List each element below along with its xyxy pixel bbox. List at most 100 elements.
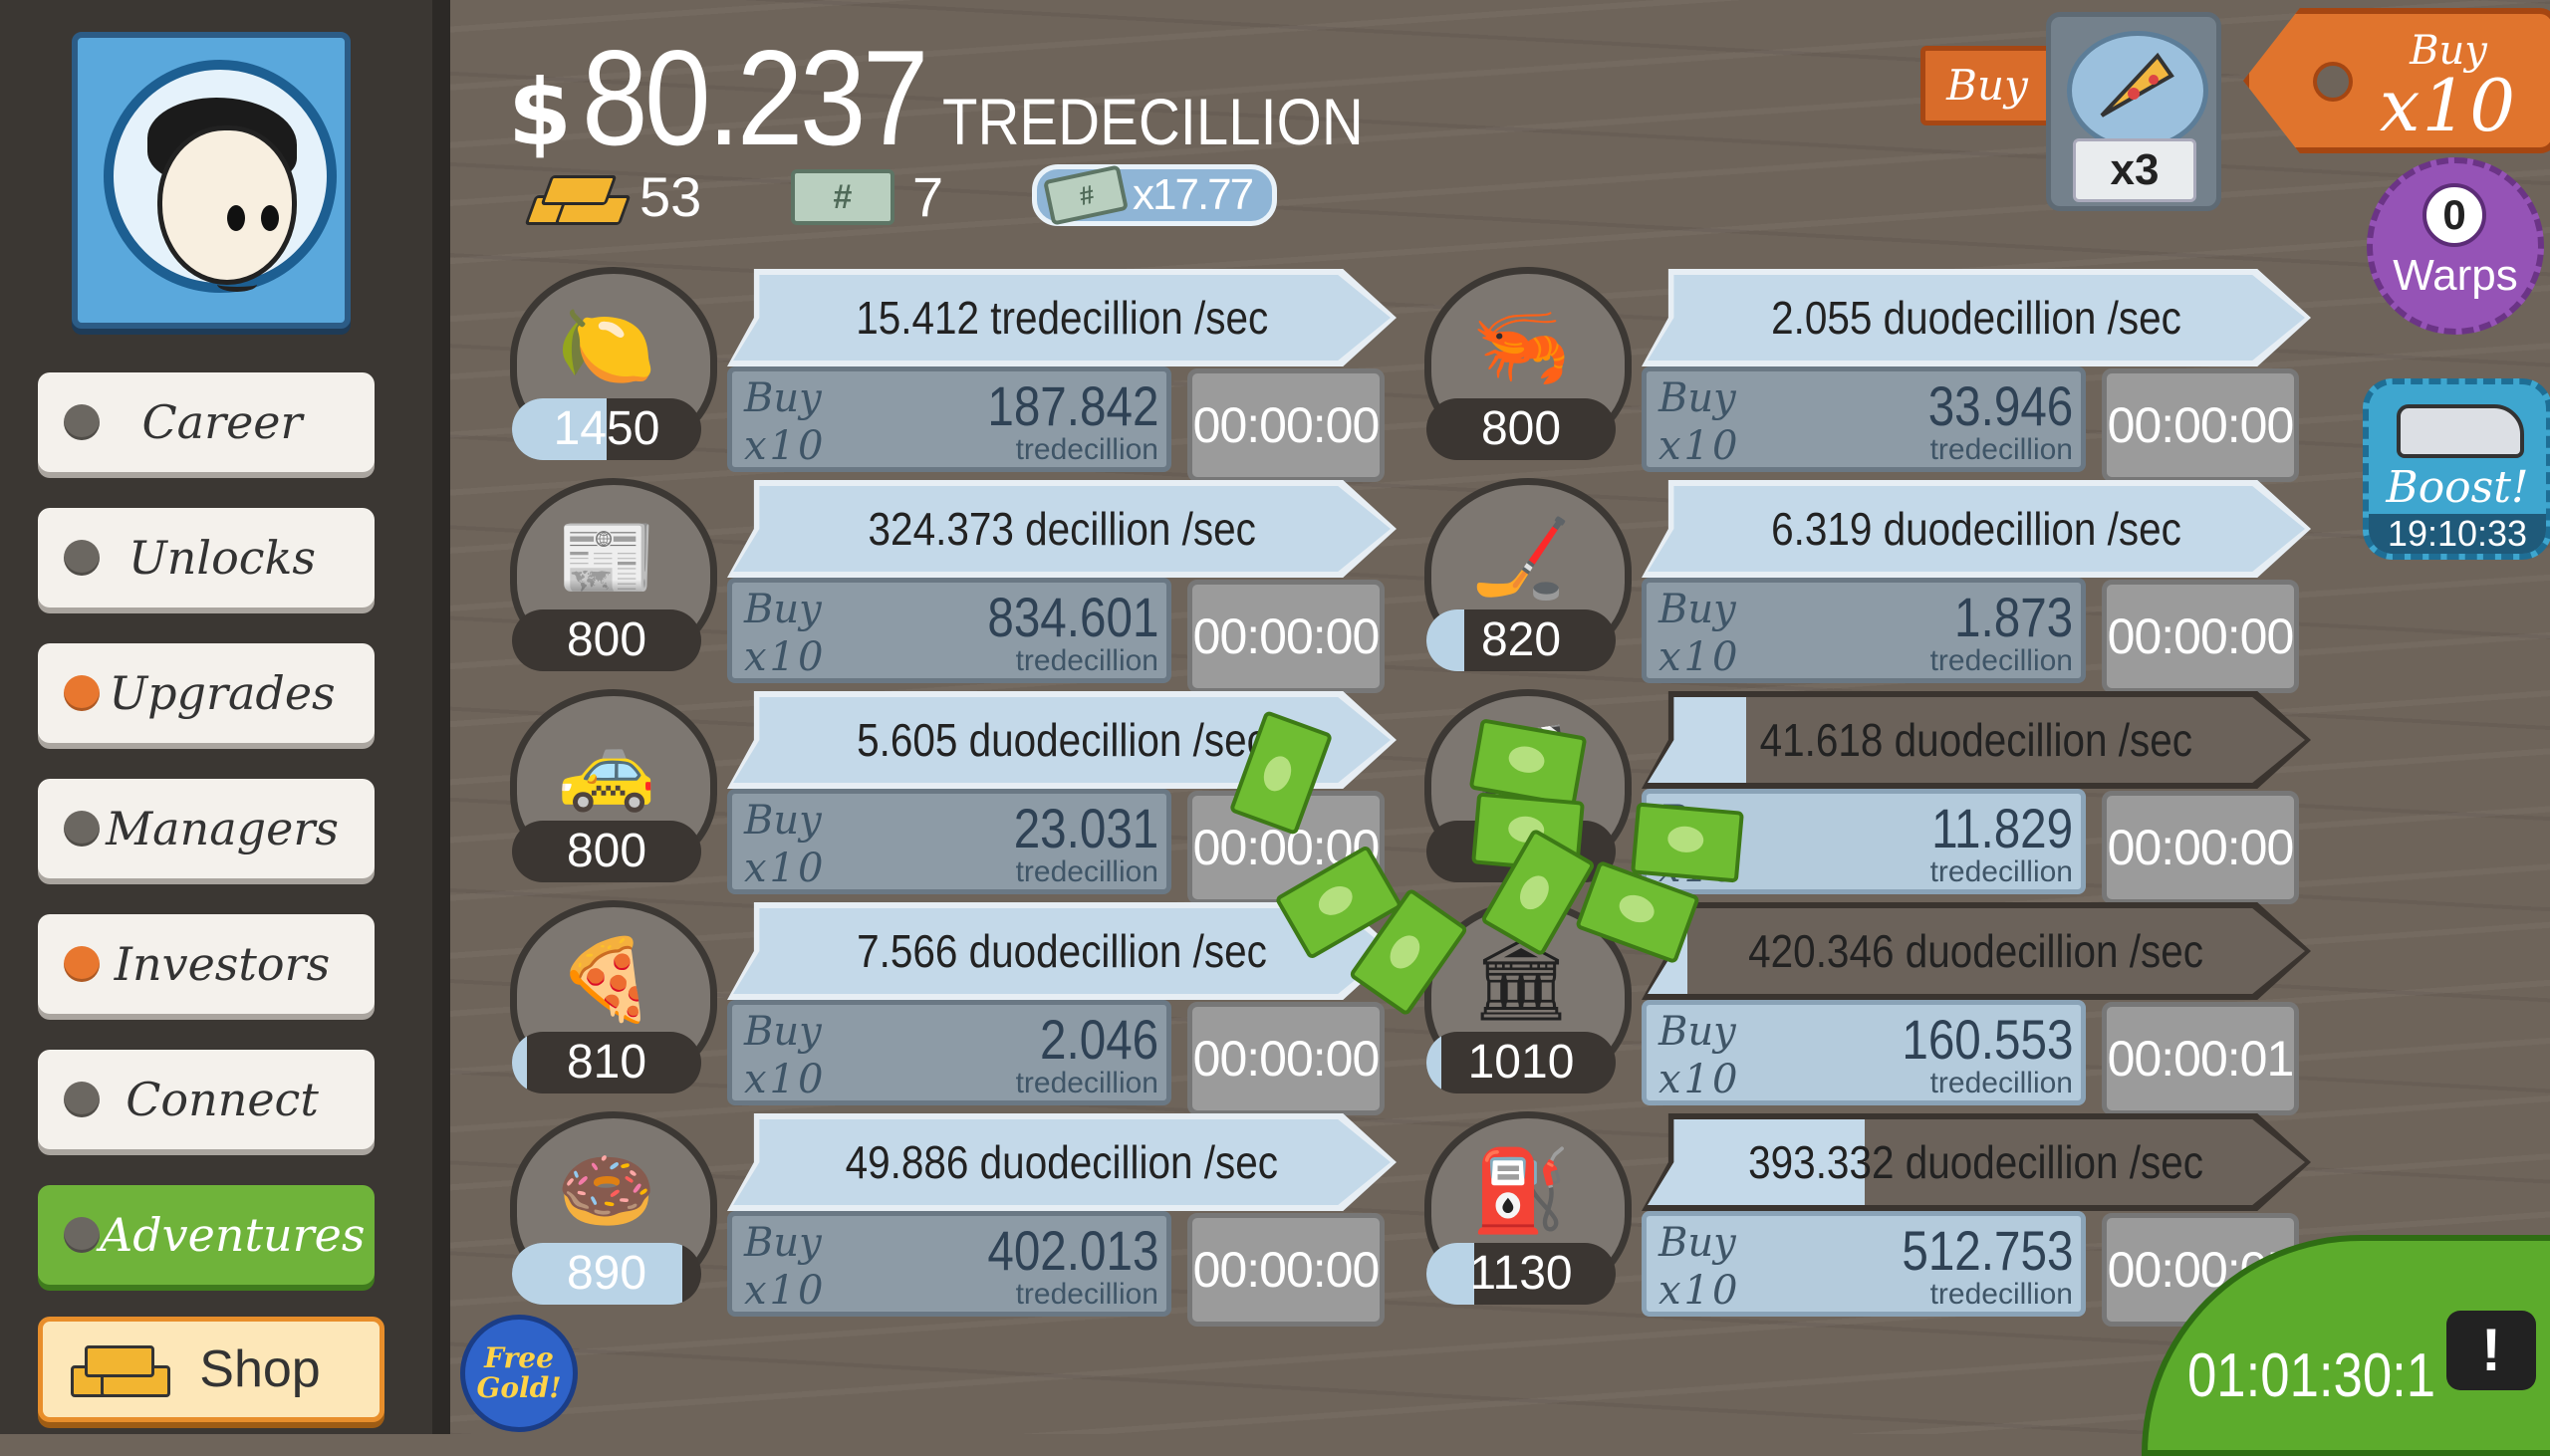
buy-quantity: x10: [744, 1057, 827, 1102]
production-timer: 00:00:00: [1187, 1213, 1385, 1327]
buy-business-button[interactable]: Buy x10 160.553 tredecillion: [1642, 1000, 2086, 1105]
owned-count-bar: 810: [512, 1032, 701, 1093]
buy-cost: 834.601: [986, 586, 1158, 648]
buy-cost: 402.013: [986, 1219, 1158, 1282]
sidebar-item-career[interactable]: Career: [38, 372, 375, 472]
buy-cost-unit: tredecillion: [1929, 644, 2073, 677]
buy-cost-unit: tredecillion: [1929, 1067, 2073, 1099]
event-timer: 01:01:30:1: [2187, 1341, 2436, 1410]
revenue-rate-bar[interactable]: 393.332 duodecillion /sec: [1648, 1119, 2305, 1205]
business-icon-button[interactable]: 🏒 820: [1424, 478, 1632, 671]
buy-quantity: x10: [744, 423, 827, 469]
buy-label: Buy: [1658, 1009, 1736, 1055]
free-gold-button[interactable]: Free Gold!: [460, 1315, 578, 1432]
sidebar-item-label: Connect: [126, 1073, 319, 1126]
owned-progress-fill: [1426, 1032, 1442, 1093]
pizza-boost[interactable]: x3: [2046, 12, 2221, 211]
money-unit: TREDECILLION: [941, 85, 1364, 158]
multiplier-stat[interactable]: # x17.77: [1032, 164, 1278, 226]
boost-button[interactable]: Boost! 19:10:33: [2363, 378, 2550, 560]
buy-label: Buy: [744, 798, 822, 844]
business-icon-button[interactable]: 🍩 890: [510, 1111, 717, 1305]
revenue-rate-bar[interactable]: 7.566 duodecillion /sec: [733, 908, 1391, 994]
revenue-rate: 41.618 duodecillion /sec: [1759, 714, 2193, 766]
buy-label: Buy: [1658, 587, 1736, 632]
owned-count-bar: 800: [1426, 398, 1616, 460]
revenue-rate-bar[interactable]: 420.346 duodecillion /sec: [1648, 908, 2305, 994]
buy-business-button[interactable]: Buy x10 834.601 tredecillion: [727, 578, 1171, 683]
buy-quantity: x10: [1658, 1268, 1741, 1314]
shop-button[interactable]: Shop: [38, 1317, 384, 1422]
owned-count-bar: 890: [512, 1243, 701, 1305]
pizza-multiplier: x3: [2073, 138, 2196, 202]
buy-business-button[interactable]: Buy x10 402.013 tredecillion: [727, 1211, 1171, 1317]
buy-cost-unit: tredecillion: [1929, 1278, 2073, 1311]
owned-progress-fill: [1426, 1243, 1474, 1305]
avatar[interactable]: [72, 32, 351, 329]
lemon-icon: 🍋: [557, 302, 656, 390]
revenue-rate-bar[interactable]: 15.412 tredecillion /sec: [733, 275, 1391, 361]
sidebar-item-label: Adventures: [100, 1208, 366, 1262]
production-timer: 00:00:01: [2102, 1002, 2299, 1115]
gold-bars-icon: [61, 1339, 170, 1399]
owned-count: 810: [566, 1036, 647, 1089]
bank-icon: 🏛: [1470, 935, 1572, 1024]
revenue-rate: 15.412 tredecillion /sec: [855, 292, 1269, 344]
buy-cost-unit: tredecillion: [1015, 855, 1158, 888]
revenue-rate-bar[interactable]: 2.055 duodecillion /sec: [1648, 275, 2305, 361]
megaticket-icon: #: [1043, 164, 1129, 226]
owned-count: 890: [566, 1247, 647, 1300]
buy-business-button[interactable]: Buy x10 187.842 tredecillion: [727, 366, 1171, 472]
revenue-rate-bar[interactable]: 6.319 duodecillion /sec: [1648, 486, 2305, 572]
buy-cost: 23.031: [1013, 797, 1158, 859]
status-dot: [64, 675, 100, 711]
sidebar-item-unlocks[interactable]: Unlocks: [38, 508, 375, 607]
sidebar-item-managers[interactable]: Managers: [38, 779, 375, 878]
warps-count: 0: [2422, 183, 2486, 247]
buy-business-button[interactable]: Buy x10 23.031 tredecillion: [727, 789, 1171, 894]
owned-count: 1010: [1467, 1036, 1575, 1089]
buy-business-button[interactable]: Buy x10 33.946 tredecillion: [1642, 366, 2086, 472]
buy-business-button[interactable]: Buy x10 2.046 tredecillion: [727, 1000, 1171, 1105]
warps-button[interactable]: 0 Warps: [2367, 157, 2544, 335]
production-timer: 00:00:00: [2102, 791, 2299, 904]
buy-quantity: x10: [744, 1268, 827, 1314]
buy-cost: 2.046: [1039, 1008, 1158, 1071]
buy-business-button[interactable]: Buy x10 1.873 tredecillion: [1642, 578, 2086, 683]
sidebar-item-adventures[interactable]: Adventures: [38, 1185, 375, 1285]
business-icon-button[interactable]: 🦐 800: [1424, 267, 1632, 460]
eye-right: [261, 205, 279, 231]
business-icon-button[interactable]: 📰 800: [510, 478, 717, 671]
owned-progress-fill: [512, 398, 607, 460]
buy-multiplier-toggle[interactable]: Buy x10: [2243, 8, 2550, 153]
sidebar-item-upgrades[interactable]: Upgrades: [38, 643, 375, 743]
business-icon-button[interactable]: 🍋 1450: [510, 267, 717, 460]
buy-business-button[interactable]: Buy x10 512.753 tredecillion: [1642, 1211, 2086, 1317]
status-dot: [64, 1217, 100, 1253]
status-dot: [64, 404, 100, 440]
production-timer: 00:00:00: [1187, 1002, 1385, 1115]
currency-symbol: $: [508, 60, 573, 166]
owned-count-bar: 820: [1426, 609, 1616, 671]
business-icon-button[interactable]: 🚕 800: [510, 689, 717, 882]
sidebar-item-investors[interactable]: Investors: [38, 914, 375, 1014]
multiplier-pill[interactable]: # x17.77: [1032, 164, 1278, 226]
warps-label: Warps: [2393, 251, 2518, 300]
buy-quantity: x10: [1658, 634, 1741, 680]
sidebar-item-connect[interactable]: Connect: [38, 1050, 375, 1149]
multiplier-value: x17.77: [1133, 170, 1254, 219]
buy-label: Buy: [744, 1220, 822, 1266]
cash-note-icon: [1631, 802, 1744, 883]
free-gold-label: Free Gold!: [476, 1341, 562, 1404]
revenue-rate-bar[interactable]: 49.886 duodecillion /sec: [733, 1119, 1391, 1205]
buy-cost-unit: tredecillion: [1015, 433, 1158, 466]
face-shape: [157, 125, 297, 285]
business-icon-button[interactable]: 🍕 810: [510, 900, 717, 1093]
business-icon-button[interactable]: ⛽ 1130: [1424, 1111, 1632, 1305]
production-timer: 00:00:00: [2102, 368, 2299, 482]
revenue-rate: 393.332 duodecillion /sec: [1748, 1136, 2204, 1188]
revenue-rate-bar[interactable]: 41.618 duodecillion /sec: [1648, 697, 2305, 783]
revenue-rate-bar[interactable]: 324.373 decillion /sec: [733, 486, 1391, 572]
buy-pizza-boost-button[interactable]: Buy: [1920, 46, 2054, 125]
buy-label: Buy: [1658, 1220, 1736, 1266]
